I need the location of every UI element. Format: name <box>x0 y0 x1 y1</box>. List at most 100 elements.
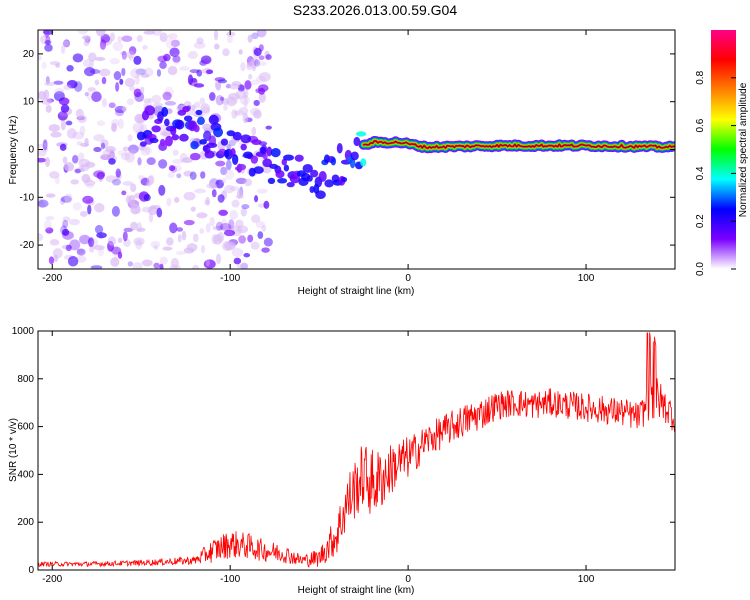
noise-blob <box>200 106 211 116</box>
ridge-blob <box>183 115 193 122</box>
ridge-blob <box>283 164 290 172</box>
noise-blob <box>206 69 214 75</box>
noise-blob <box>121 67 126 77</box>
noise-blob <box>40 34 51 45</box>
ridge-blob <box>262 158 273 168</box>
x-tick-label: -200 <box>42 273 62 284</box>
noise-blob <box>86 90 92 101</box>
ridge-blob <box>204 150 215 159</box>
noise-blob <box>228 219 235 230</box>
noise-blob <box>159 263 164 269</box>
noise-blob <box>229 209 238 220</box>
noise-blob <box>181 230 187 241</box>
spectrogram-y-ticks: -20 -10 0 10 20 <box>20 49 675 251</box>
ridge-blob <box>259 146 267 154</box>
noise-blob <box>74 168 84 173</box>
noise-blob <box>134 74 140 85</box>
ridge-blob <box>237 163 247 171</box>
noise-blob <box>244 178 252 187</box>
noise-blob <box>80 165 85 173</box>
noise-blob <box>234 110 240 116</box>
noise-blob <box>169 47 180 58</box>
colorbar-gradient <box>711 30 736 269</box>
ridge-blob <box>151 125 161 133</box>
noise-blob <box>38 91 47 100</box>
noise-blob <box>72 154 79 164</box>
noise-blob <box>117 150 128 156</box>
noise-blob <box>238 235 246 244</box>
noise-blob <box>48 256 55 265</box>
noise-blob <box>159 32 168 43</box>
noise-blob <box>86 184 94 189</box>
snr-y-axis-label: SNR (10 * v/v) <box>8 418 19 482</box>
ridge-blob <box>281 158 288 166</box>
noise-blob <box>231 247 244 258</box>
noise-blob <box>110 122 118 133</box>
colorbar-tick-label: 0.8 <box>695 70 706 84</box>
noise-blob <box>127 134 133 142</box>
noise-blob <box>152 102 163 108</box>
noise-blob <box>251 126 257 136</box>
noise-blob <box>173 164 182 172</box>
noise-blob <box>236 263 247 269</box>
noise-blob <box>62 156 68 164</box>
snr-frame <box>37 330 676 571</box>
noise-blob <box>221 177 227 184</box>
snr-series-line <box>37 332 675 568</box>
noise-blob <box>234 109 245 117</box>
noise-blob <box>73 81 83 92</box>
noise-blob <box>263 237 273 247</box>
noise-blob <box>75 108 84 119</box>
noise-blob <box>143 67 154 77</box>
noise-blob <box>183 170 193 177</box>
x-tick-label: -100 <box>220 273 240 284</box>
noise-blob <box>146 175 154 186</box>
noise-blob <box>72 202 83 211</box>
noise-blob <box>181 157 193 164</box>
noise-blob <box>215 81 222 91</box>
noise-blob <box>165 38 175 49</box>
noise-blob <box>74 168 81 174</box>
noise-blob <box>162 91 172 101</box>
noise-blob <box>66 79 78 89</box>
noise-blob <box>80 210 88 218</box>
ridge-blob <box>277 178 288 184</box>
noise-blob <box>145 146 152 155</box>
noise-blob <box>135 239 143 250</box>
noise-blob <box>88 52 97 62</box>
noise-blob <box>122 106 127 112</box>
noise-blob <box>215 95 224 106</box>
noise-blob <box>105 146 116 153</box>
noise-blob <box>38 149 47 157</box>
ridge-blob <box>286 181 295 188</box>
y-tick-label: 1000 <box>12 326 35 337</box>
noise-blob <box>115 82 120 92</box>
colorbar-tick-label: 0.4 <box>695 166 706 180</box>
noise-blob <box>176 173 182 179</box>
noise-blob <box>167 171 175 178</box>
colorbar-ticks: 0.0 0.2 0.4 0.6 0.8 <box>695 70 736 276</box>
noise-blob <box>134 208 142 214</box>
noise-blob <box>121 190 127 196</box>
noise-blob <box>224 169 235 180</box>
noise-blob <box>128 46 137 55</box>
noise-blob <box>93 134 105 142</box>
noise-blob <box>41 61 47 70</box>
noise-blob <box>231 109 238 119</box>
noise-blob <box>226 144 232 150</box>
noise-blob <box>111 246 122 255</box>
noise-blob <box>135 68 147 75</box>
ridge-blob <box>174 119 185 130</box>
ridge-blob <box>253 166 264 174</box>
noise-blob <box>183 219 195 226</box>
noise-blob <box>43 81 56 87</box>
ridge-blob <box>190 140 199 150</box>
noise-blob <box>172 158 184 165</box>
ridge-blob <box>206 142 218 148</box>
noise-blob <box>215 253 222 265</box>
noise-blob <box>123 227 134 232</box>
noise-blob <box>62 40 70 47</box>
noise-blob <box>133 55 142 65</box>
noise-blob <box>87 204 92 215</box>
noise-blob <box>108 102 116 109</box>
